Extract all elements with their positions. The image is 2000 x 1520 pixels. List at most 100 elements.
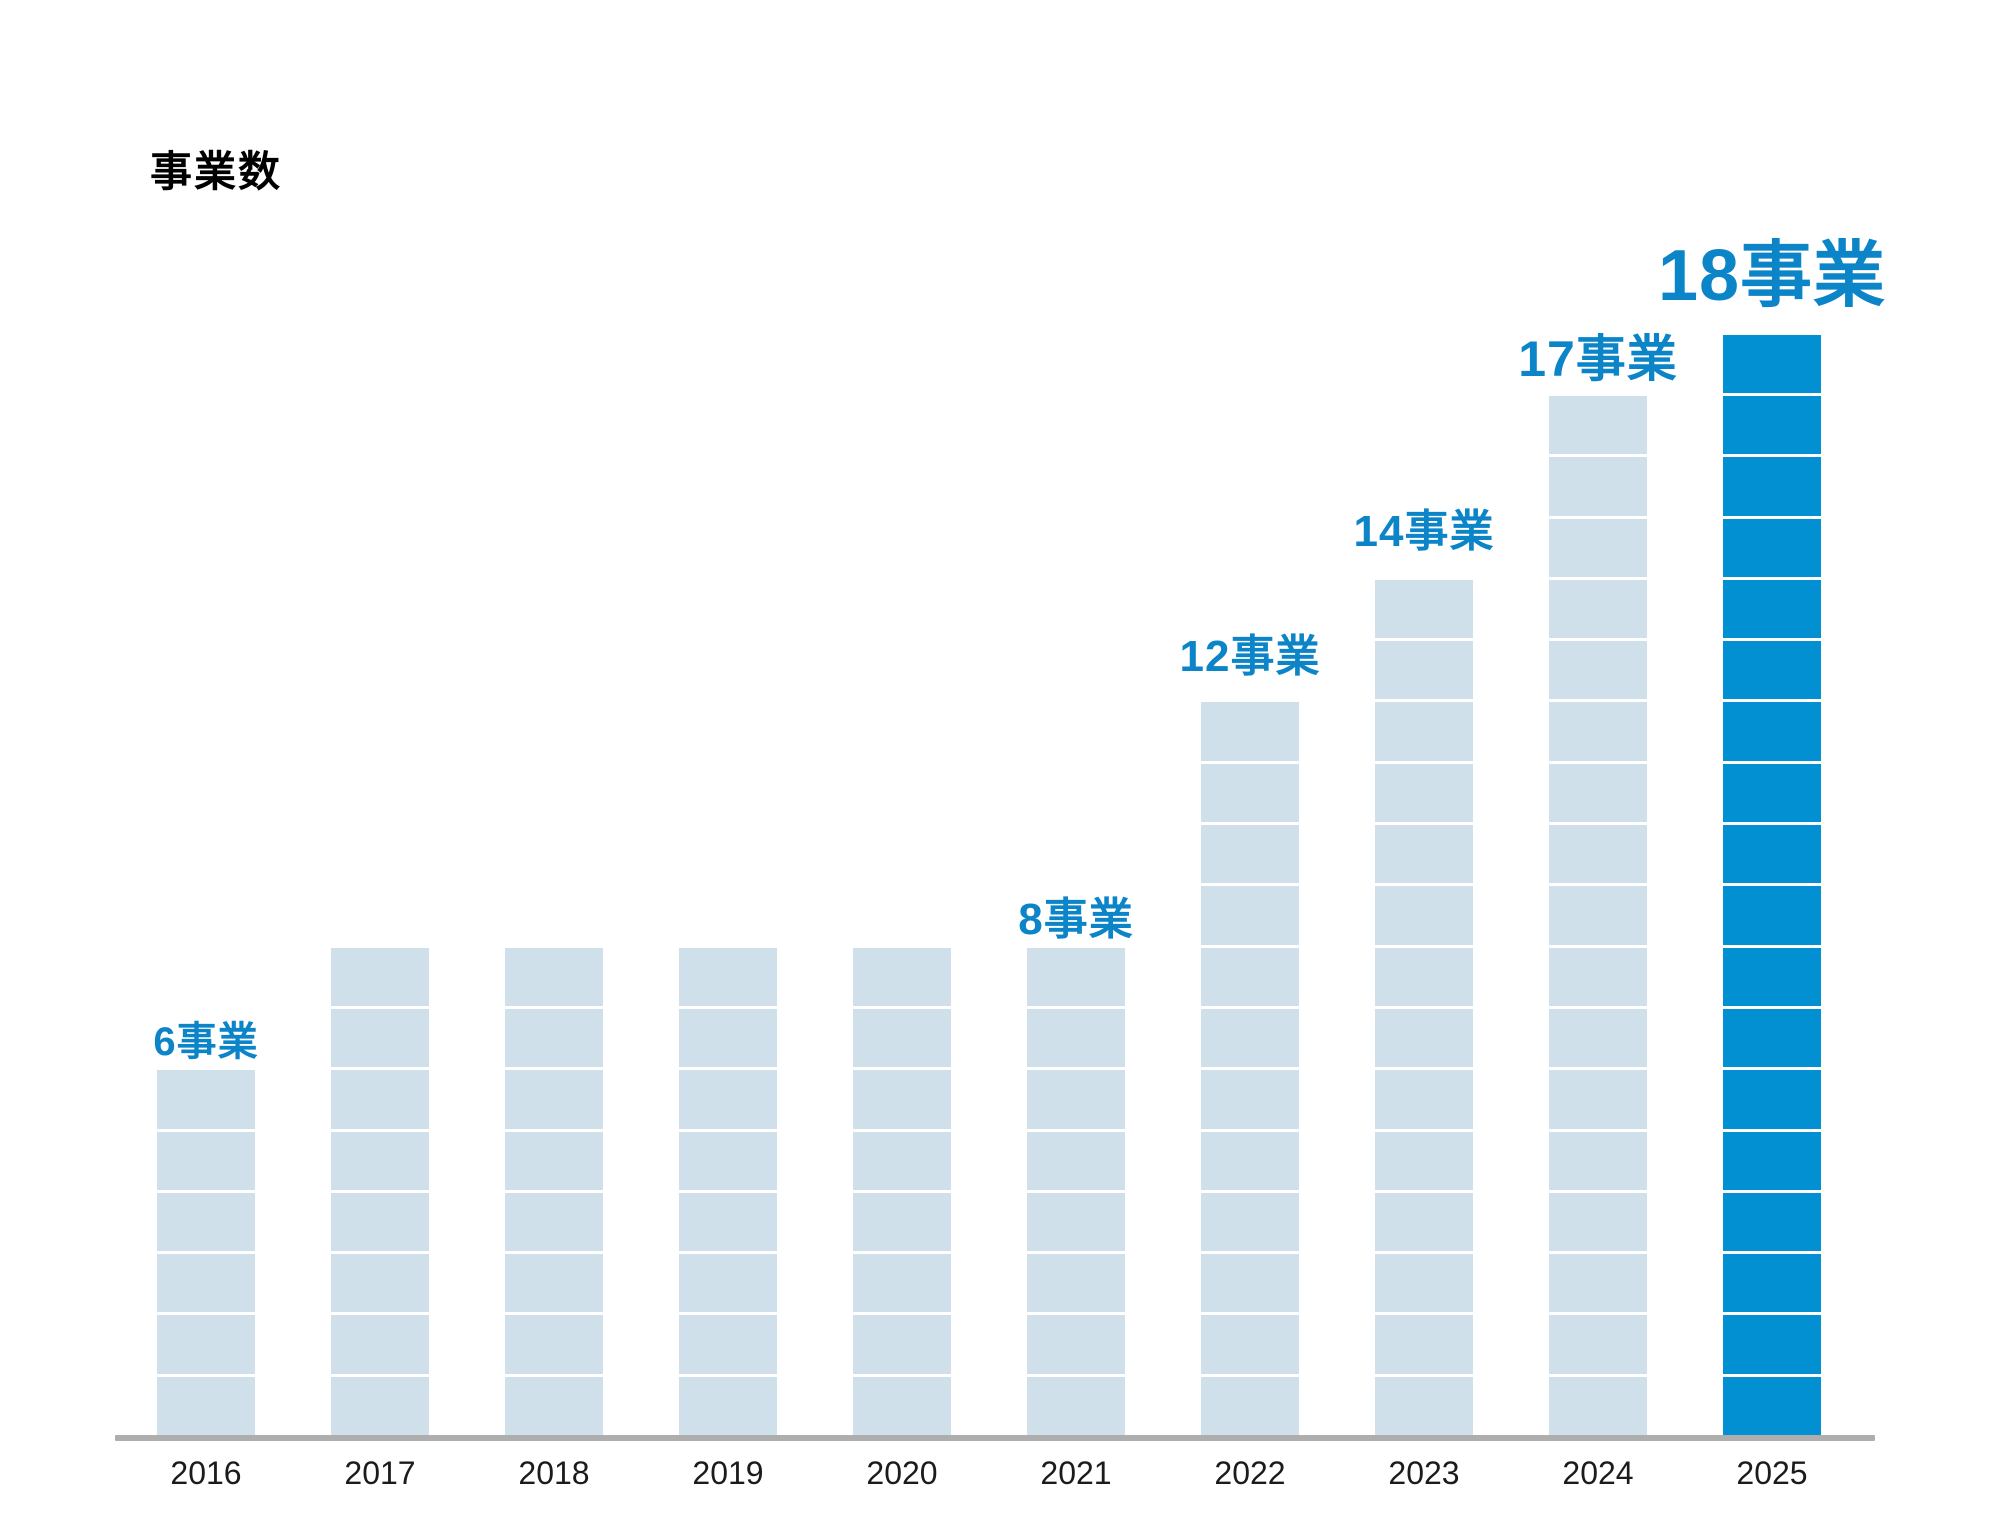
bar-segment (1375, 1070, 1473, 1129)
bar-segment (1375, 886, 1473, 945)
bar-segment (505, 1131, 603, 1190)
bar-segment (505, 1254, 603, 1313)
bar-segment (1027, 947, 1125, 1006)
bar-segment (1723, 1008, 1821, 1068)
x-axis-line (115, 1435, 1875, 1441)
bar-segment (1549, 702, 1647, 761)
bar-segment (1549, 1131, 1647, 1190)
bar-segment (853, 1192, 951, 1252)
bar-segment (1201, 947, 1299, 1006)
bar-segment (1375, 1192, 1473, 1252)
bar-segment (679, 1192, 777, 1252)
bar-segment (853, 947, 951, 1006)
bar-segment (1723, 947, 1821, 1006)
bar-segment (331, 947, 429, 1006)
bar-segment (679, 1376, 777, 1435)
bar-segment (1027, 1192, 1125, 1252)
bar-segment (1723, 702, 1821, 761)
bar-segment (1723, 1254, 1821, 1313)
chart-title: 事業数 (150, 148, 283, 195)
bar-segment (1375, 763, 1473, 823)
bar-segment (1549, 518, 1647, 577)
bar-segment (1723, 825, 1821, 884)
bar-segment (1027, 1070, 1125, 1129)
year-label-2016: 2016 (170, 1455, 242, 1491)
value-label-2024: 17事業 (1518, 330, 1678, 387)
bar-segment (1375, 579, 1473, 639)
bar-segment (331, 1376, 429, 1435)
bar-segment (505, 1008, 603, 1068)
bar-segment (1549, 825, 1647, 884)
bar-segment (853, 1315, 951, 1374)
bar-segment (1723, 1376, 1821, 1435)
bar-segment (1201, 1192, 1299, 1252)
bar-segment (1549, 1070, 1647, 1129)
bar-segment (331, 1254, 429, 1313)
year-label-2022: 2022 (1214, 1455, 1286, 1491)
value-label-2016: 6事業 (153, 1020, 259, 1065)
bar-segment (1201, 1254, 1299, 1313)
bar-segment (1027, 1315, 1125, 1374)
bar-segment (331, 1192, 429, 1252)
bar-segment (1549, 1376, 1647, 1435)
bar-2024 (1549, 395, 1647, 1435)
bar-segment (1375, 1131, 1473, 1190)
bar-segment (157, 1131, 255, 1190)
bar-segment (679, 947, 777, 1006)
bar-2021 (1027, 947, 1125, 1435)
bar-segment (505, 947, 603, 1006)
bar-segment (679, 1008, 777, 1068)
year-label-2019: 2019 (692, 1455, 764, 1491)
bar-segment (157, 1070, 255, 1129)
bar-2016 (157, 1070, 255, 1435)
bar-segment (853, 1131, 951, 1190)
year-label-2020: 2020 (866, 1455, 938, 1491)
bar-segment (331, 1131, 429, 1190)
bar-segment (1375, 1008, 1473, 1068)
bar-segment (1549, 1192, 1647, 1252)
year-label-2025: 2025 (1736, 1455, 1808, 1491)
bar-segment (157, 1315, 255, 1374)
value-label-2025: 18事業 (1657, 236, 1887, 317)
bar-segment (1549, 457, 1647, 516)
bar-segment (1375, 1376, 1473, 1435)
bar-segment (853, 1070, 951, 1129)
bar-segment (1549, 1254, 1647, 1313)
bar-segment (157, 1192, 255, 1252)
bar-segment (679, 1070, 777, 1129)
bar-2023 (1375, 579, 1473, 1435)
bar-2022 (1201, 702, 1299, 1435)
bar-segment (1549, 1008, 1647, 1068)
bar-segment (331, 1008, 429, 1068)
bar-segment (1723, 1192, 1821, 1252)
bar-segment (331, 1315, 429, 1374)
bar-segment (1027, 1376, 1125, 1435)
bar-segment (1549, 395, 1647, 455)
value-label-2023: 14事業 (1353, 506, 1495, 556)
bar-segment (1723, 334, 1821, 393)
bar-segment (1549, 1315, 1647, 1374)
bar-segment (1201, 1070, 1299, 1129)
bar-segment (1201, 1008, 1299, 1068)
bar-segment (1201, 702, 1299, 761)
bar-segment (1375, 1254, 1473, 1313)
bar-2020 (853, 947, 951, 1435)
bar-segment (505, 1315, 603, 1374)
bar-segment (1723, 1070, 1821, 1129)
bar-2017 (331, 947, 429, 1435)
bar-segment (679, 1254, 777, 1313)
bar-segment (1723, 518, 1821, 577)
value-label-2021: 8事業 (1018, 894, 1134, 944)
bar-segment (679, 1131, 777, 1190)
year-label-2018: 2018 (518, 1455, 590, 1491)
bar-segment (331, 1070, 429, 1129)
bar-segment (1723, 1315, 1821, 1374)
bar-segment (1723, 395, 1821, 455)
bar-segment (505, 1192, 603, 1252)
bar-segment (1723, 1131, 1821, 1190)
bar-segment (1375, 1315, 1473, 1374)
year-label-2021: 2021 (1040, 1455, 1112, 1491)
year-label-2024: 2024 (1562, 1455, 1634, 1491)
bar-segment (1375, 702, 1473, 761)
